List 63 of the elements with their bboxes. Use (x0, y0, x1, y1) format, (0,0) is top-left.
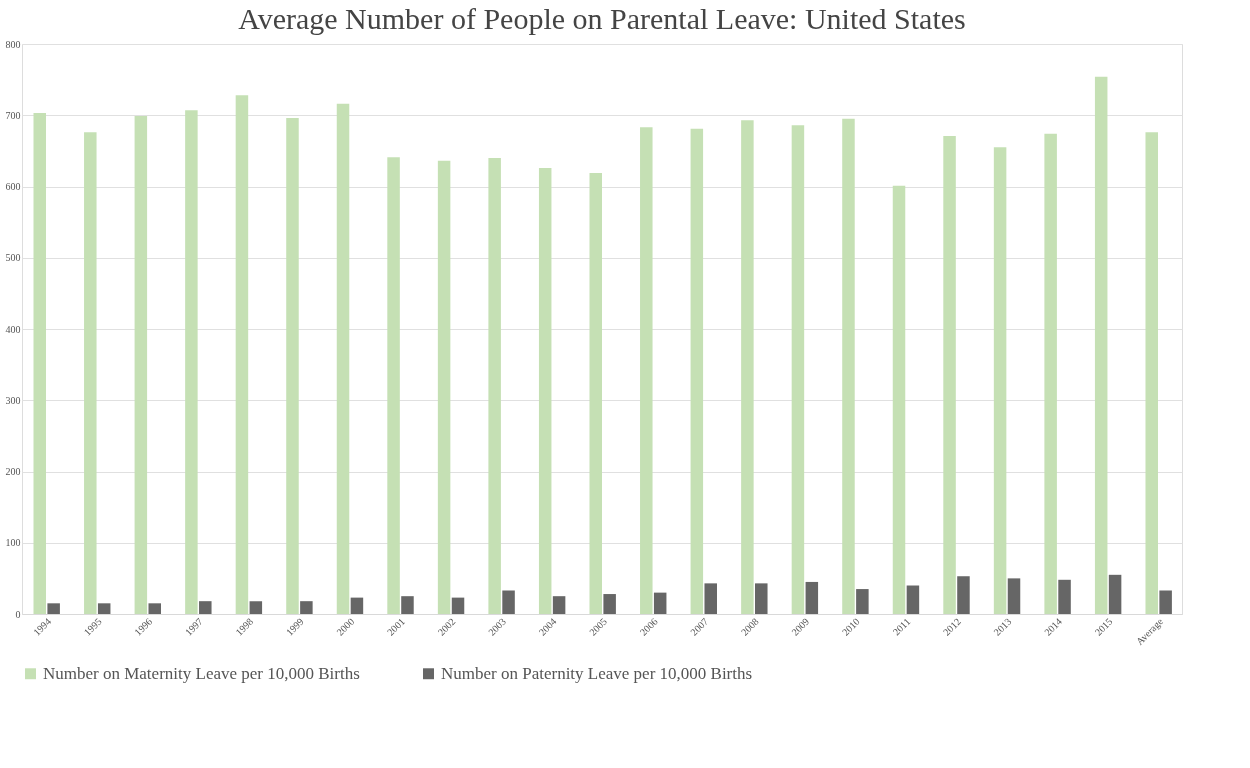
chart-title: Average Number of People on Parental Leave: United States (238, 2, 966, 35)
bar (791, 125, 805, 614)
bar (538, 167, 552, 614)
bar (640, 127, 653, 614)
x-tick-label: 2011 (890, 615, 913, 638)
y-tick-label: 400 (5, 323, 21, 335)
bar (755, 583, 768, 614)
y-tick-label: 300 (5, 394, 21, 406)
bar (84, 132, 97, 614)
bar (842, 118, 855, 614)
bar (97, 603, 111, 614)
bar (387, 157, 400, 614)
y-tick-label: 500 (5, 252, 21, 264)
bar (704, 583, 717, 614)
bar (185, 110, 198, 614)
bar (148, 603, 161, 614)
bar (437, 160, 451, 614)
bar (1108, 574, 1122, 614)
bar (589, 172, 602, 614)
bar (286, 118, 299, 614)
bar (33, 113, 47, 614)
bar (906, 585, 920, 614)
bar (199, 601, 212, 614)
bar (249, 601, 263, 614)
bar (1094, 76, 1108, 614)
bar (805, 581, 819, 614)
y-tick-label: 800 (5, 38, 21, 50)
bar (993, 147, 1007, 614)
x-tick-label: 2013 (991, 615, 1014, 638)
bar (235, 95, 249, 614)
bar (401, 596, 414, 614)
y-tick-label: 0 (15, 608, 21, 620)
legend-label: Number on Maternity Leave per 10,000 Births (43, 663, 360, 683)
bar (856, 589, 869, 614)
y-tick-label: 200 (5, 466, 21, 477)
legend-label: Number on Paternity Leave per 10,000 Births (441, 663, 753, 683)
x-tick-label: 2002 (435, 615, 458, 638)
bar (653, 592, 667, 614)
bar (451, 597, 465, 614)
bar (957, 576, 970, 614)
y-tick-label: 700 (5, 109, 21, 121)
bar (943, 135, 956, 614)
bar (350, 597, 364, 614)
bar (1159, 590, 1172, 614)
bar (1058, 579, 1071, 614)
bar (1044, 133, 1057, 614)
x-tick-label: 2001 (384, 615, 407, 638)
bar (488, 158, 501, 614)
bar (690, 128, 704, 614)
bar (1007, 578, 1021, 614)
bar (134, 115, 148, 614)
bar (47, 603, 60, 614)
x-tick-label: 2000 (334, 615, 357, 638)
y-tick-label: 600 (5, 181, 21, 192)
bar (300, 601, 313, 614)
bar (502, 590, 515, 614)
bar (892, 185, 906, 614)
bar (741, 120, 754, 614)
bar (336, 103, 350, 614)
y-tick-label: 100 (5, 537, 21, 549)
bar (1145, 132, 1158, 614)
bar (603, 594, 616, 614)
bar (552, 596, 566, 614)
